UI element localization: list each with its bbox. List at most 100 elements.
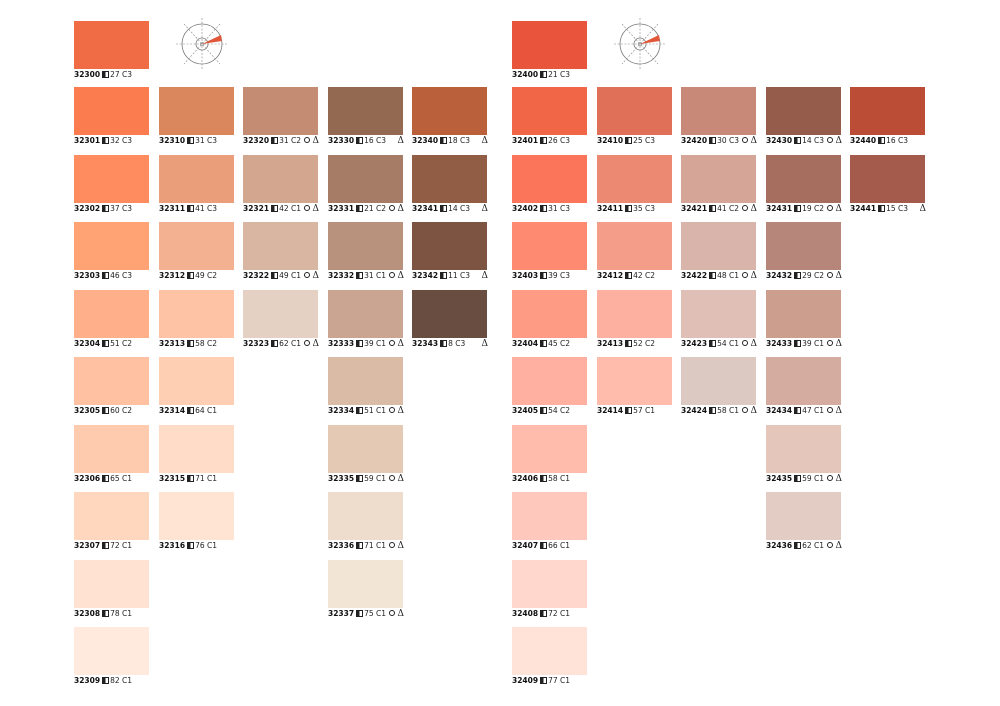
chroma-value: C3 [460, 271, 471, 280]
swatch-label: 32334 51 C1 Δ [328, 405, 406, 417]
swatch-label: 32436 62 C1 Δ [766, 540, 844, 552]
swatch-code: 32432 [766, 271, 793, 280]
circle-icon [389, 610, 396, 616]
chroma-value: C2 [207, 339, 218, 348]
color-swatch [766, 425, 841, 473]
swatch-code: 32303 [74, 271, 101, 280]
swatch-label: 32405 54 C2 [512, 405, 590, 417]
color-swatch [412, 87, 487, 135]
chroma-value: C1 [814, 474, 825, 483]
color-swatch [766, 492, 841, 540]
lightness-value: 21 [548, 70, 558, 79]
swatch-label: 32406 58 C1 [512, 473, 590, 485]
swatch-code: 32423 [681, 339, 708, 348]
swatch-code: 32300 [74, 70, 101, 79]
swatch-code: 32341 [412, 204, 439, 213]
swatch-label: 32308 78 C1 [74, 608, 152, 620]
delta-icon: Δ [397, 136, 405, 146]
chroma-value: C1 [814, 541, 825, 550]
delta-icon: Δ [481, 339, 489, 349]
lightness-value: 59 [364, 474, 374, 483]
lightness-value: 16 [364, 136, 374, 145]
lightness-icon [540, 542, 548, 549]
lightness-icon [709, 340, 717, 347]
color-swatch [74, 560, 149, 608]
swatch-label: 32301 32 C3 [74, 135, 152, 147]
lightness-value: 37 [110, 204, 120, 213]
circle-icon [827, 340, 834, 346]
circle-icon [742, 137, 749, 143]
lightness-icon [356, 610, 364, 617]
lightness-value: 58 [717, 406, 727, 415]
swatch-label: 32312 49 C2 [159, 270, 237, 282]
lightness-value: 71 [364, 541, 374, 550]
lightness-value: 42 [279, 204, 289, 213]
chroma-value: C1 [291, 339, 302, 348]
chroma-value: C3 [122, 136, 133, 145]
lightness-value: 71 [195, 474, 205, 483]
chroma-value: C1 [207, 406, 218, 415]
lightness-value: 18 [448, 136, 458, 145]
lightness-value: 39 [548, 271, 558, 280]
swatch-code: 32335 [328, 474, 355, 483]
swatch-label: 32335 59 C1 Δ [328, 473, 406, 485]
chroma-value: C3 [645, 136, 656, 145]
lightness-value: 60 [110, 406, 120, 415]
color-swatch [681, 290, 756, 338]
delta-icon: Δ [835, 204, 843, 214]
chroma-value: C1 [376, 406, 387, 415]
chroma-value: C1 [560, 541, 571, 550]
swatch-code: 32311 [159, 204, 186, 213]
color-swatch [74, 425, 149, 473]
delta-icon: Δ [750, 271, 758, 281]
color-swatch [159, 155, 234, 203]
chroma-value: C1 [207, 474, 218, 483]
color-swatch [597, 155, 672, 203]
color-swatch [243, 290, 318, 338]
delta-icon: Δ [835, 339, 843, 349]
color-swatch [328, 357, 403, 405]
chroma-value: C1 [376, 541, 387, 550]
swatch-code: 32322 [243, 271, 270, 280]
lightness-icon [440, 137, 448, 144]
delta-icon: Δ [835, 474, 843, 484]
chroma-value: C3 [898, 136, 909, 145]
swatch-label: 32433 39 C1 Δ [766, 338, 844, 350]
swatch-code: 32308 [74, 609, 101, 618]
delta-icon: Δ [481, 204, 489, 214]
lightness-value: 76 [195, 541, 205, 550]
lightness-icon [540, 272, 548, 279]
circle-icon [742, 205, 749, 211]
swatch-code: 32400 [512, 70, 539, 79]
swatch-code: 32330 [328, 136, 355, 145]
lightness-icon [540, 407, 548, 414]
lightness-value: 31 [548, 204, 558, 213]
delta-icon: Δ [835, 136, 843, 146]
chroma-value: C1 [122, 541, 133, 550]
delta-icon: Δ [750, 136, 758, 146]
swatch-label: 32304 51 C2 [74, 338, 152, 350]
color-swatch [512, 357, 587, 405]
swatch-code: 32342 [412, 271, 439, 280]
delta-icon: Δ [312, 271, 320, 281]
circle-icon [389, 542, 396, 548]
swatch-code: 32316 [159, 541, 186, 550]
swatch-label: 32403 39 C3 [512, 270, 590, 282]
lightness-value: 66 [548, 541, 558, 550]
lightness-icon [102, 407, 110, 414]
lightness-value: 82 [110, 676, 120, 685]
lightness-icon [709, 205, 717, 212]
swatch-label: 32401 26 C3 [512, 135, 590, 147]
chroma-value: C1 [207, 541, 218, 550]
color-swatch [850, 155, 925, 203]
chroma-value: C1 [376, 609, 387, 618]
lightness-value: 51 [364, 406, 374, 415]
swatch-code: 32409 [512, 676, 539, 685]
lightness-icon [187, 475, 195, 482]
color-swatch [512, 155, 587, 203]
delta-icon: Δ [397, 474, 405, 484]
swatch-label: 32314 64 C1 [159, 405, 237, 417]
chroma-value: C3 [645, 204, 656, 213]
lightness-icon [440, 340, 448, 347]
lightness-icon [271, 272, 279, 279]
